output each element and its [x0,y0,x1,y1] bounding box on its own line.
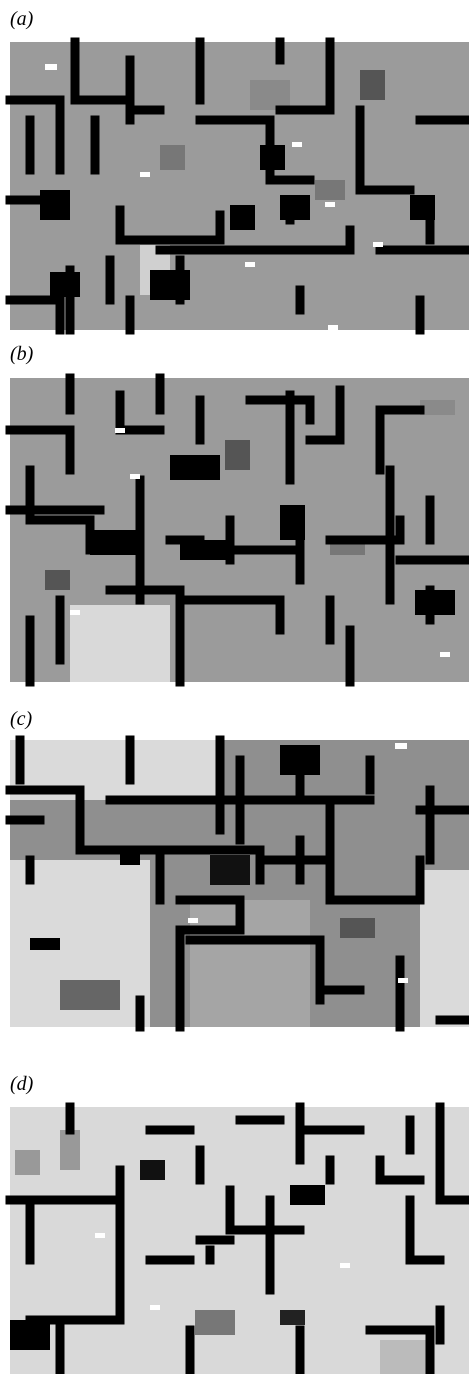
panel-label: (a) [10,8,34,30]
grain-map [10,378,469,682]
panel-label: (c) [10,708,33,730]
panel-label: (b) [10,343,34,365]
panel-label: (d) [10,1073,34,1095]
grain-map [10,740,469,1027]
grain-map [10,1107,469,1374]
grain-map [10,42,469,330]
figure: (a) (b) [0,0,469,1374]
